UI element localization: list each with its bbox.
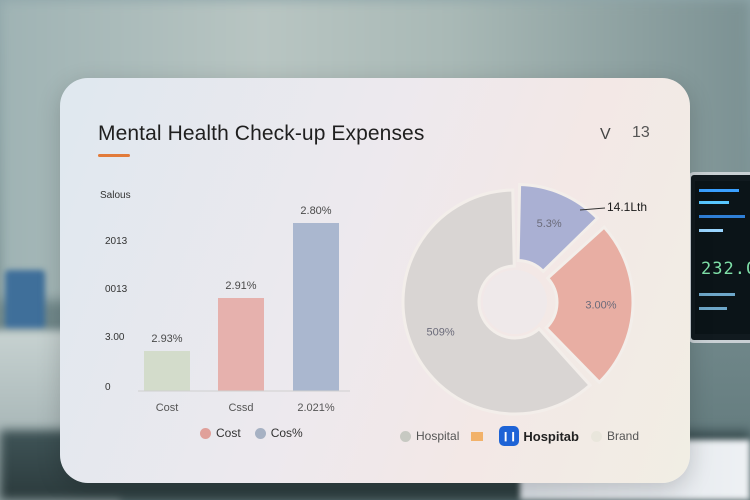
legend-item: Cost xyxy=(200,426,241,440)
legend-item: ❙❙ Hospitab xyxy=(499,426,579,446)
callout-label: 14.1Lth xyxy=(607,200,647,214)
legend-swatch xyxy=(471,431,484,441)
pie-slice xyxy=(401,188,593,416)
callout-line xyxy=(579,207,606,211)
legend-label: Cost xyxy=(216,426,241,440)
bar-value-label: 2.80% xyxy=(300,205,331,217)
legend-item: Hospital xyxy=(400,429,459,443)
y-tick-label: 0013 xyxy=(105,284,128,295)
expenses-card: Mental Health Check-up Expenses V 13 Sal… xyxy=(60,78,690,483)
item-count: 13 xyxy=(632,124,650,141)
y-tick-label: 2013 xyxy=(105,236,128,247)
legend-dot xyxy=(400,430,411,442)
pie-chart: 509% 5.3% 3.00% 14.1Lth xyxy=(401,182,647,416)
legend-item xyxy=(471,431,487,441)
monitor-screen: 232.0 xyxy=(695,181,750,334)
pie-slice xyxy=(516,182,600,274)
legend-dot xyxy=(200,427,211,439)
bar-chart: Salous 0 3.00 0013 2013 2.93% Cost 2.91% Cssd 2.8… xyxy=(100,190,350,414)
patient-monitor: 232.0 xyxy=(688,172,750,343)
legend-label: Hospitab xyxy=(523,428,579,444)
legend-dot xyxy=(590,430,602,442)
donut-hole xyxy=(483,270,547,334)
pie-slice-label: 509% xyxy=(427,326,455,338)
card-title: Mental Health Check-up Expenses xyxy=(98,122,425,145)
charts-canvas: Salous 0 3.00 0013 2013 2.93% Cost 2.91% Cssd 2.8… xyxy=(100,182,647,416)
monitor-readout: 232.0 xyxy=(701,259,750,279)
legend-label: Hospital xyxy=(416,429,460,443)
pie-legend: Hospital ❙❙ Hospitab Brand xyxy=(400,426,639,446)
y-tick-label: 0 xyxy=(105,382,111,393)
wall-panel xyxy=(5,270,45,330)
y-axis-label: Salous xyxy=(100,190,131,201)
chevron-down-icon[interactable]: V xyxy=(600,126,611,143)
legend-item: Brand xyxy=(590,429,640,443)
pie-slice xyxy=(544,225,635,385)
y-tick-label: 3.00 xyxy=(105,332,125,343)
x-tick-label: Cost xyxy=(156,402,179,414)
title-accent xyxy=(98,154,130,157)
bar xyxy=(144,351,190,391)
legend-dot xyxy=(254,427,266,439)
bar-legend: Cost Cos% xyxy=(200,426,303,440)
bar xyxy=(218,298,264,391)
legend-item: Cos% xyxy=(254,426,303,440)
x-tick-label: 2.021% xyxy=(297,402,335,414)
bar-value-label: 2.93% xyxy=(151,333,182,345)
legend-label: Brand xyxy=(606,429,640,443)
hospital-brand-icon: ❙❙ xyxy=(499,426,520,446)
bar-value-label: 2.91% xyxy=(225,280,256,292)
x-tick-label: Cssd xyxy=(228,402,253,414)
pie-slice-label: 5.3% xyxy=(537,218,562,230)
bar xyxy=(293,223,339,391)
pie-slice-label: 3.00% xyxy=(585,300,616,312)
legend-label: Cos% xyxy=(270,426,303,440)
